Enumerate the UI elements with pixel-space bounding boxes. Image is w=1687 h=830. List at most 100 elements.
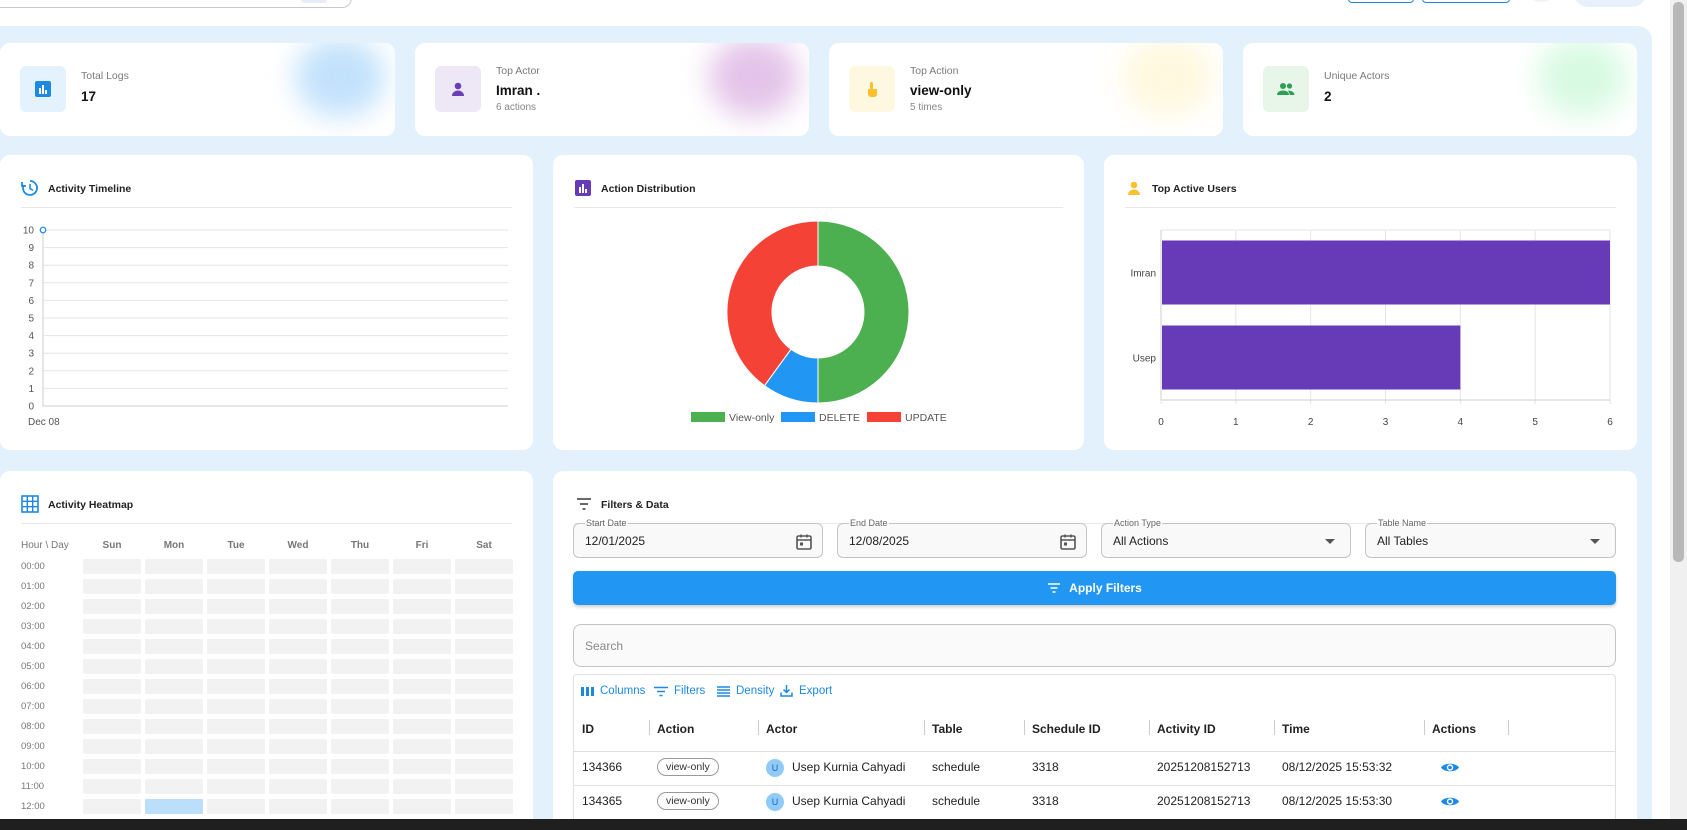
column-header-id[interactable]: ID <box>582 722 594 736</box>
top-action-button-2[interactable] <box>1422 0 1510 3</box>
heatmap-cell[interactable] <box>145 639 203 654</box>
heatmap-cell[interactable] <box>455 779 513 794</box>
filters-button[interactable]: Filters <box>654 685 705 697</box>
heatmap-cell[interactable] <box>269 739 327 754</box>
legend-label[interactable]: UPDATE <box>905 412 947 424</box>
heatmap-cell[interactable] <box>393 579 451 594</box>
heatmap-cell[interactable] <box>455 759 513 774</box>
heatmap-cell[interactable] <box>207 699 265 714</box>
column-header-schedule-id[interactable]: Schedule ID <box>1032 722 1101 736</box>
heatmap-cell[interactable] <box>145 719 203 734</box>
column-header-actions[interactable]: Actions <box>1432 722 1477 736</box>
heatmap-cell[interactable] <box>207 619 265 634</box>
heatmap-cell[interactable] <box>455 639 513 654</box>
table-name-select[interactable]: Table Name All Tables <box>1365 518 1616 558</box>
heatmap-cell[interactable] <box>455 579 513 594</box>
heatmap-cell[interactable] <box>331 779 389 794</box>
bar-imran[interactable] <box>1162 240 1610 305</box>
heatmap-cell[interactable] <box>269 579 327 594</box>
column-header-activity-id[interactable]: Activity ID <box>1157 722 1216 736</box>
heatmap-cell[interactable] <box>207 599 265 614</box>
heatmap-cell[interactable] <box>269 599 327 614</box>
heatmap-cell[interactable] <box>455 699 513 714</box>
heatmap-cell[interactable] <box>331 719 389 734</box>
heatmap-cell[interactable] <box>145 599 203 614</box>
eye-icon[interactable] <box>1440 795 1460 808</box>
heatmap-cell[interactable] <box>83 619 141 634</box>
heatmap-cell[interactable] <box>83 679 141 694</box>
heatmap-cell[interactable] <box>393 679 451 694</box>
heatmap-cell[interactable] <box>455 659 513 674</box>
table-search-input[interactable]: Search <box>573 624 1616 667</box>
heatmap-cell[interactable] <box>331 639 389 654</box>
heatmap-cell[interactable] <box>269 759 327 774</box>
heatmap-cell[interactable] <box>331 739 389 754</box>
legend-label[interactable]: DELETE <box>819 412 860 424</box>
heatmap-cell[interactable] <box>393 619 451 634</box>
heatmap-cell[interactable] <box>83 639 141 654</box>
heatmap-cell[interactable] <box>269 719 327 734</box>
heatmap-cell[interactable] <box>269 619 327 634</box>
heatmap-cell[interactable] <box>83 659 141 674</box>
heatmap-cell[interactable] <box>331 699 389 714</box>
heatmap-cell[interactable] <box>269 639 327 654</box>
heatmap-cell[interactable] <box>83 559 141 574</box>
heatmap-cell[interactable] <box>207 579 265 594</box>
heatmap-cell[interactable] <box>455 619 513 634</box>
heatmap-cell[interactable] <box>393 779 451 794</box>
heatmap-cell[interactable] <box>83 799 141 814</box>
heatmap-cell[interactable] <box>331 759 389 774</box>
heatmap-cell[interactable] <box>393 699 451 714</box>
heatmap-cell[interactable] <box>269 679 327 694</box>
heatmap-cell[interactable] <box>455 739 513 754</box>
heatmap-cell[interactable] <box>455 719 513 734</box>
pie-slice-view-only[interactable] <box>817 220 910 404</box>
heatmap-cell[interactable] <box>393 599 451 614</box>
calendar-icon[interactable] <box>1059 533 1077 551</box>
export-button[interactable]: Export <box>780 685 832 697</box>
pie-slice-update[interactable] <box>726 220 819 387</box>
column-separator[interactable] <box>758 720 759 735</box>
notification-icon[interactable] <box>1526 0 1556 2</box>
heatmap-cell[interactable] <box>145 679 203 694</box>
heatmap-cell[interactable] <box>393 739 451 754</box>
bar-usep[interactable] <box>1162 325 1461 390</box>
column-separator[interactable] <box>1274 720 1275 735</box>
heatmap-cell[interactable] <box>83 699 141 714</box>
top-action-button-1[interactable] <box>1348 0 1414 3</box>
heatmap-cell[interactable] <box>455 679 513 694</box>
heatmap-cell[interactable] <box>455 599 513 614</box>
heatmap-cell[interactable] <box>331 559 389 574</box>
column-header-table[interactable]: Table <box>932 722 963 736</box>
column-header-actor[interactable]: Actor <box>766 722 798 736</box>
start-date-field[interactable]: Start Date 12/01/2025 <box>573 518 823 558</box>
density-button[interactable]: Density <box>717 685 774 697</box>
heatmap-cell[interactable] <box>145 739 203 754</box>
heatmap-cell[interactable] <box>207 739 265 754</box>
apply-filters-button[interactable]: Apply Filters <box>573 571 1616 605</box>
heatmap-cell[interactable] <box>145 699 203 714</box>
heatmap-cell[interactable] <box>331 799 389 814</box>
column-separator[interactable] <box>649 720 650 735</box>
column-header-time[interactable]: Time <box>1282 722 1310 736</box>
vertical-scrollbar[interactable] <box>1670 0 1687 830</box>
heatmap-cell[interactable] <box>207 779 265 794</box>
heatmap-cell[interactable] <box>393 559 451 574</box>
heatmap-cell[interactable] <box>393 799 451 814</box>
column-separator[interactable] <box>1149 720 1150 735</box>
column-separator[interactable] <box>1424 720 1425 735</box>
heatmap-cell[interactable] <box>145 799 203 814</box>
heatmap-cell[interactable] <box>145 579 203 594</box>
heatmap-cell[interactable] <box>83 599 141 614</box>
heatmap-cell[interactable] <box>207 719 265 734</box>
heatmap-cell[interactable] <box>455 799 513 814</box>
column-separator[interactable] <box>1024 720 1025 735</box>
heatmap-cell[interactable] <box>207 799 265 814</box>
heatmap-cell[interactable] <box>269 779 327 794</box>
end-date-field[interactable]: End Date 12/08/2025 <box>837 518 1087 558</box>
column-header-action[interactable]: Action <box>657 722 695 736</box>
legend-label[interactable]: View-only <box>729 412 775 424</box>
heatmap-cell[interactable] <box>83 719 141 734</box>
column-separator[interactable] <box>1508 720 1509 735</box>
heatmap-cell[interactable] <box>269 559 327 574</box>
